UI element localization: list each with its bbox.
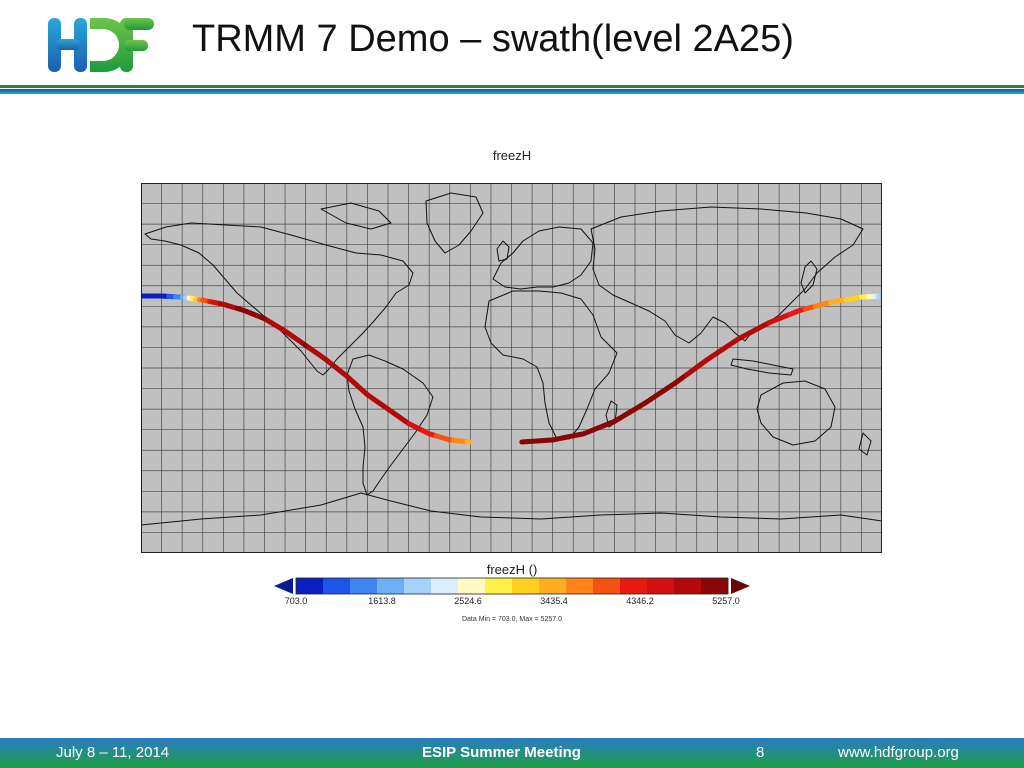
coastline-japan — [800, 260, 818, 294]
coastline-indonesia — [730, 358, 794, 376]
colorbar-swatch — [512, 578, 540, 594]
coastline-north-america — [144, 222, 414, 376]
colorbar-swatch — [647, 578, 675, 594]
world-map — [138, 183, 885, 553]
colorbar — [274, 576, 750, 596]
colorbar-swatch — [377, 578, 405, 594]
colorbar-swatch — [620, 578, 648, 594]
colorbar-swatch — [566, 578, 594, 594]
colorbar-label: 1613.8 — [368, 596, 396, 606]
colorbar-label: 5257.0 — [712, 596, 740, 606]
colorbar-label: 4346.2 — [626, 596, 654, 606]
colorbar-swatch — [431, 578, 459, 594]
colorbar-swatches — [296, 578, 729, 594]
colorbar-swatch — [674, 578, 702, 594]
footer-meeting: ESIP Summer Meeting — [422, 744, 581, 761]
colorbar-swatch — [350, 578, 378, 594]
footer-url: www.hdfgroup.org — [838, 744, 959, 761]
coastline-europe — [492, 226, 594, 290]
coastline-greenland — [425, 192, 484, 254]
slide-title: TRMM 7 Demo – swath(level 2A25) — [192, 18, 794, 60]
coastline-africa — [484, 290, 618, 440]
coastline-new-zealand — [858, 432, 872, 456]
title-divider — [0, 85, 1024, 94]
colorbar-low-arrow — [274, 578, 293, 594]
colorbar-label: 2524.6 — [454, 596, 482, 606]
coastlines — [140, 192, 883, 526]
colorbar-label: 3435.4 — [540, 596, 568, 606]
data-range-note: Data Min = 703.0, Max = 5257.0 — [461, 616, 562, 623]
map-border — [141, 183, 882, 553]
colorbar-swatch — [485, 578, 513, 594]
colorbar-label: 703.0 — [284, 596, 308, 606]
footer-date: July 8 – 11, 2014 — [56, 744, 170, 761]
colorbar-swatch — [539, 578, 567, 594]
colorbar-swatch — [296, 578, 324, 594]
colorbar-swatch — [404, 578, 432, 594]
coastline-australia — [756, 380, 836, 446]
colorbar-high-arrow — [731, 578, 750, 594]
colorbar-swatch — [701, 578, 729, 594]
colorbar-swatch — [458, 578, 486, 594]
map-title: freezH — [492, 148, 532, 163]
coastline-uk — [496, 240, 510, 262]
swath-track — [138, 293, 885, 445]
hdf-logo — [46, 14, 156, 76]
colorbar-swatch — [323, 578, 351, 594]
lat-lon-grid — [141, 183, 882, 553]
footer-page-number: 8 — [756, 744, 765, 761]
coastline-south-america — [346, 354, 434, 496]
colorbar-swatch — [593, 578, 621, 594]
coastline-antarctica — [140, 492, 883, 526]
colorbar-border — [295, 577, 729, 595]
coastline-arctic-islands — [320, 202, 392, 230]
colorbar-title: freezH () — [486, 562, 538, 577]
footer-bar: July 8 – 11, 2014 ESIP Summer Meeting 8 … — [0, 738, 1024, 768]
